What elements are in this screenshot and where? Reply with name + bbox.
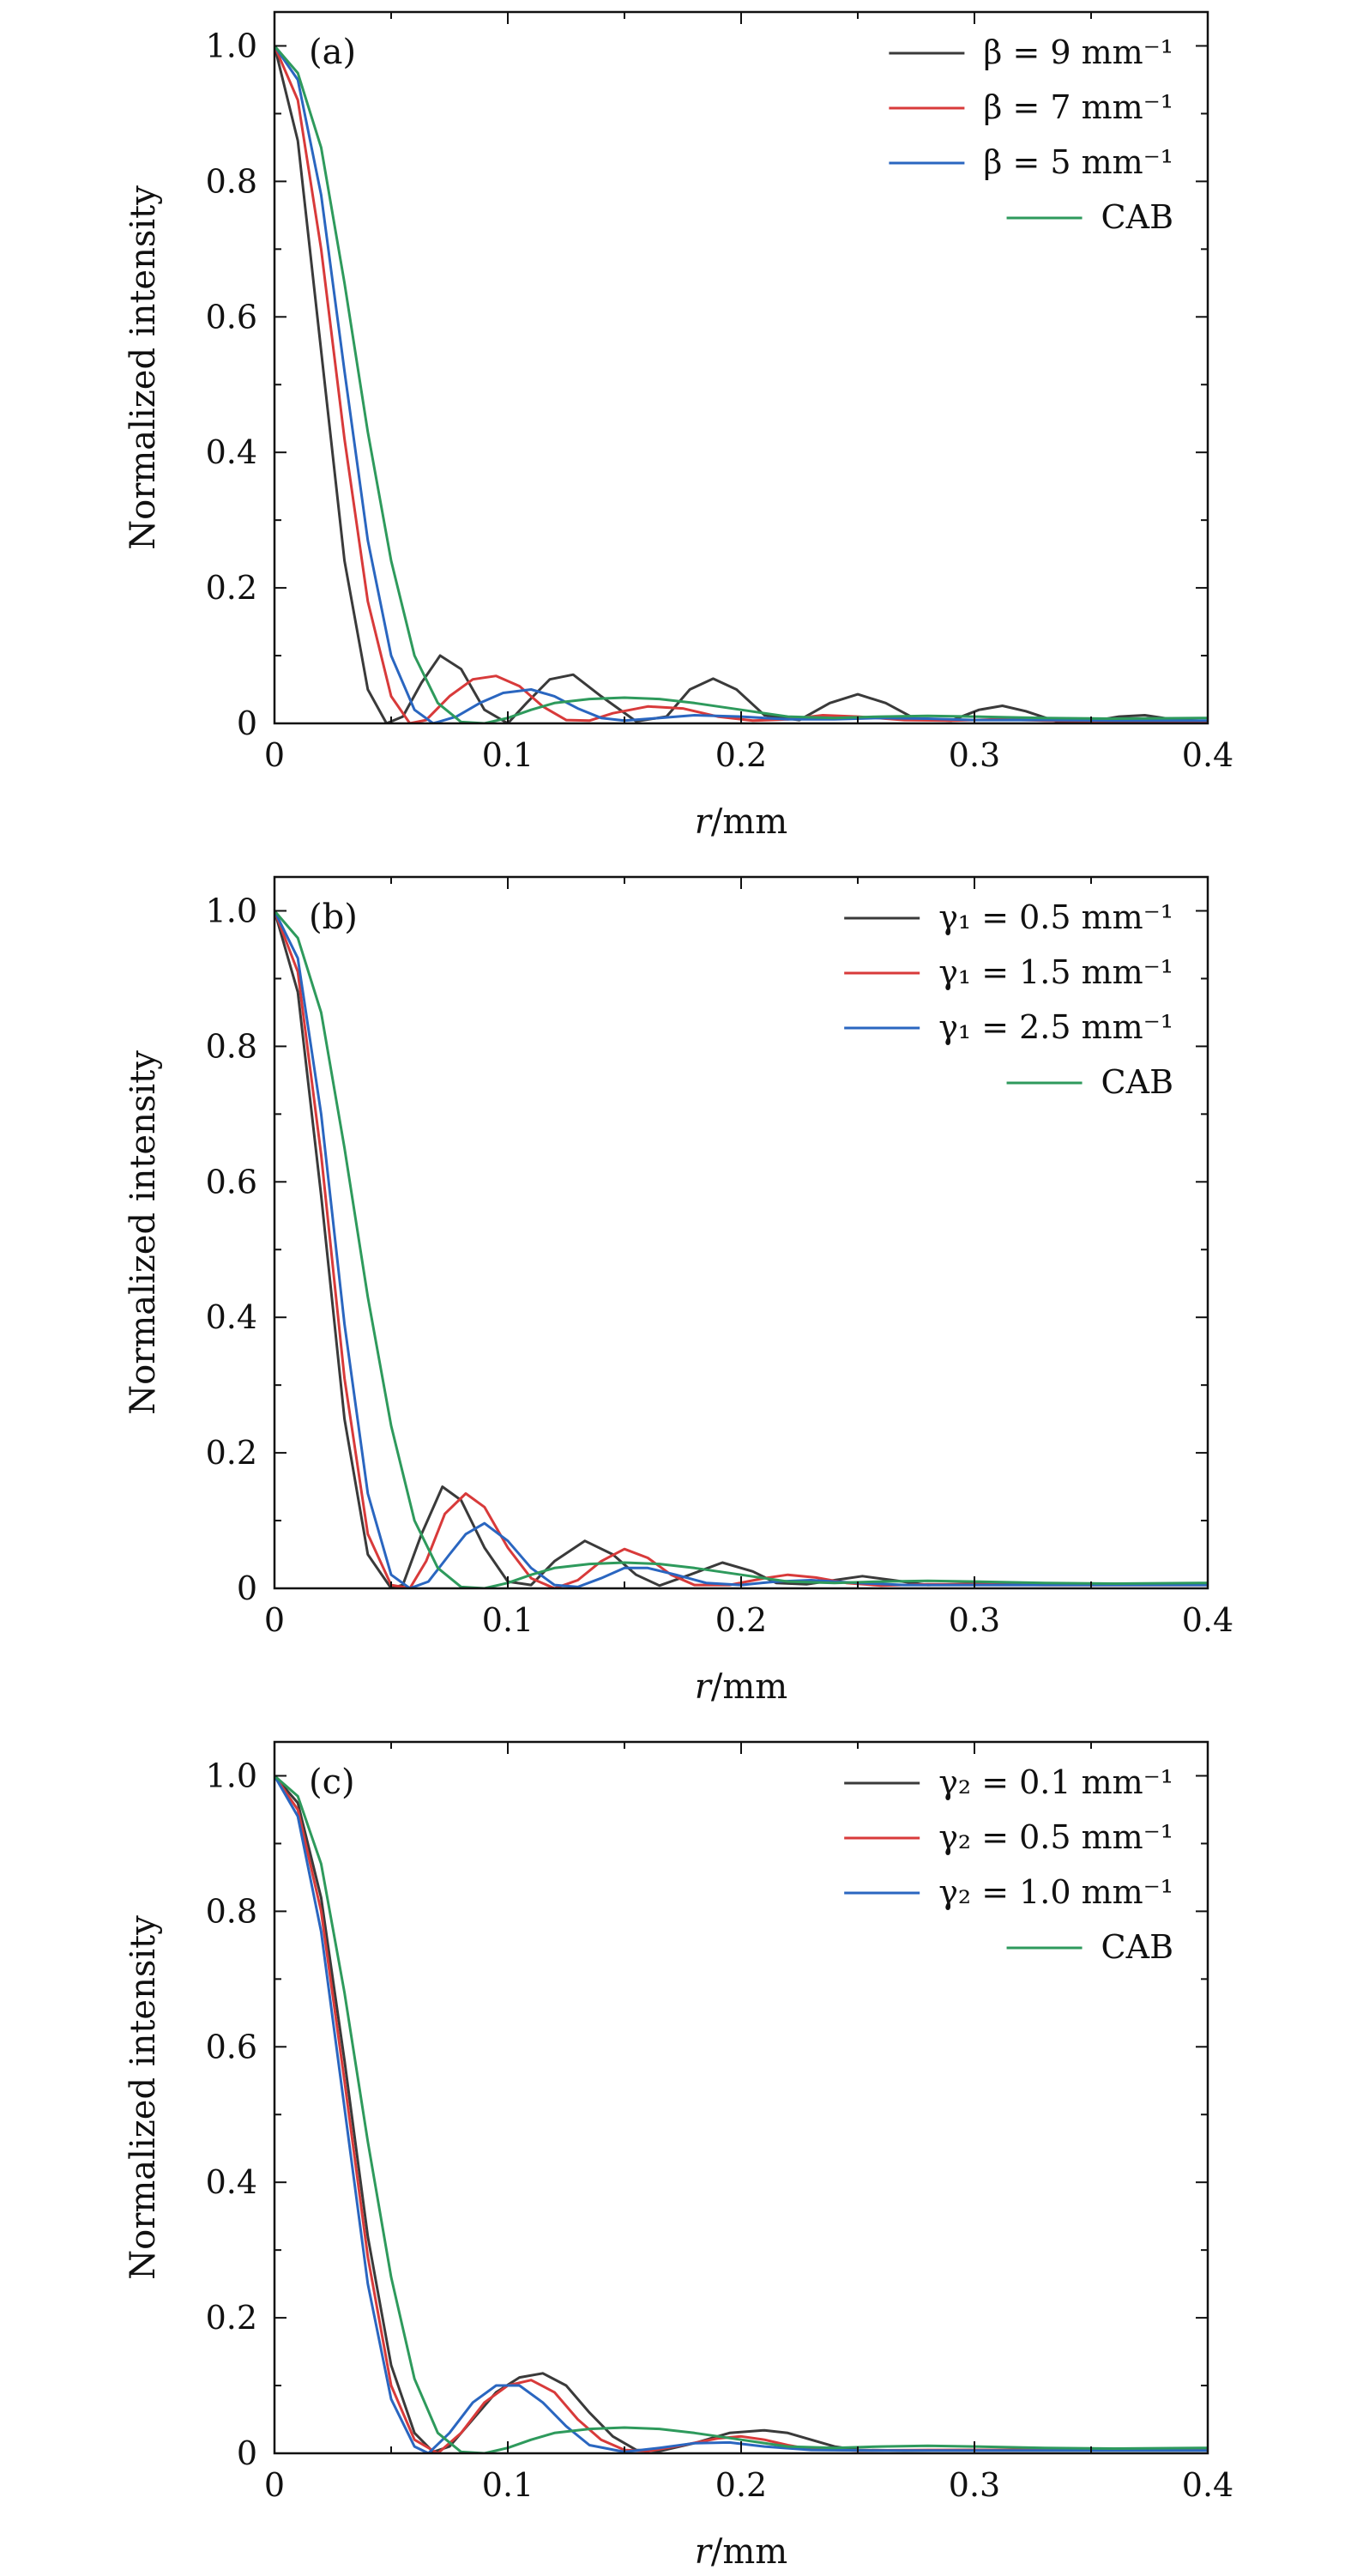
y-tick-label: 0.4 — [206, 433, 257, 471]
x-axis-title-unit: /mm — [711, 2532, 787, 2572]
x-tick-label: 0.1 — [482, 1601, 534, 1639]
legend-label-1: β = 7 mm⁻¹ — [983, 88, 1173, 126]
x-axis-title-var: r — [695, 2532, 714, 2572]
y-tick-label: 1.0 — [206, 892, 257, 929]
series-line-3 — [274, 910, 1208, 1588]
legend-label-2: β = 5 mm⁻¹ — [983, 143, 1173, 181]
y-tick-label: 0.6 — [206, 1163, 257, 1200]
legend-label-3: CAB — [1101, 1928, 1173, 1966]
chart-panel-1: 0 0.1 0.2 0.3 0.4 0 0.2 0.4 0.6 0.8 1.0 Normalized … — [124, 875, 1233, 1707]
series-group — [274, 1775, 1208, 2453]
x-axis-title: r/mm — [695, 2532, 787, 2572]
x-tick-label: 0.1 — [482, 736, 534, 774]
y-tick-label: 0.4 — [206, 1298, 257, 1336]
x-tick-label: 0 — [264, 1601, 285, 1639]
series-line-0 — [274, 45, 1208, 723]
y-tick-label: 0.8 — [206, 162, 257, 200]
x-axis-title: r/mm — [695, 802, 787, 842]
x-tick-label: 0.3 — [949, 736, 1000, 774]
chart-panel-0: 0 0.1 0.2 0.3 0.4 0 0.2 0.4 0.6 0.8 1.0 Normalized … — [124, 10, 1233, 842]
y-tick-label: 0.8 — [206, 1892, 257, 1930]
y-tick-label: 0.2 — [206, 1434, 257, 1472]
y-tick-label: 0.2 — [206, 569, 257, 607]
legend: γ₁ = 0.5 mm⁻¹ γ₁ = 1.5 mm⁻¹ γ₁ = 2.5 mm⁻¹ C… — [844, 898, 1173, 1101]
x-tick-label: 0.4 — [1182, 1601, 1233, 1639]
x-tick-label: 0.4 — [1182, 2466, 1233, 2504]
legend-label-3: CAB — [1101, 1063, 1173, 1101]
y-tick-label: 1.0 — [206, 1757, 257, 1794]
series-line-2 — [274, 1775, 1208, 2453]
series-line-3 — [274, 45, 1208, 723]
y-tick-label: 0.6 — [206, 2028, 257, 2065]
y-tick-label: 1.0 — [206, 27, 257, 64]
x-axis-title-unit: /mm — [711, 1667, 787, 1707]
x-tick-label: 0 — [264, 736, 285, 774]
legend-label-0: β = 9 mm⁻¹ — [983, 33, 1173, 71]
legend-label-0: γ₂ = 0.1 mm⁻¹ — [938, 1763, 1173, 1801]
x-tick-label: 0.3 — [949, 1601, 1000, 1639]
x-axis-title-var: r — [695, 1667, 714, 1707]
series-line-3 — [274, 1775, 1208, 2453]
y-tick-label: 0 — [237, 2434, 257, 2472]
y-axis-title: Normalized intensity — [124, 1915, 163, 2280]
x-tick-label: 0.1 — [482, 2466, 534, 2504]
legend-label-2: γ₂ = 1.0 mm⁻¹ — [938, 1873, 1173, 1911]
legend-label-3: CAB — [1101, 198, 1173, 236]
legend-label-2: γ₁ = 2.5 mm⁻¹ — [938, 1008, 1173, 1046]
legend: γ₂ = 0.1 mm⁻¹ γ₂ = 0.5 mm⁻¹ γ₂ = 1.0 mm⁻¹ C… — [844, 1763, 1173, 1966]
x-tick-label: 0.2 — [715, 2466, 767, 2504]
y-tick-label: 0.6 — [206, 298, 257, 336]
legend-label-1: γ₁ = 1.5 mm⁻¹ — [938, 953, 1173, 991]
legend: β = 9 mm⁻¹ β = 7 mm⁻¹ β = 5 mm⁻¹ CAB — [889, 33, 1173, 236]
x-tick-label: 0.2 — [715, 736, 767, 774]
x-tick-label: 0.2 — [715, 1601, 767, 1639]
series-group — [274, 45, 1208, 723]
x-tick-label: 0 — [264, 2466, 285, 2504]
y-tick-label: 0 — [237, 704, 257, 742]
x-axis-title: r/mm — [695, 1667, 787, 1707]
y-tick-label: 0.2 — [206, 2299, 257, 2337]
y-tick-label: 0 — [237, 1569, 257, 1607]
legend-label-1: γ₂ = 0.5 mm⁻¹ — [938, 1818, 1173, 1856]
panel-label: (b) — [309, 898, 358, 937]
x-tick-label: 0.3 — [949, 2466, 1000, 2504]
x-axis-title-unit: /mm — [711, 802, 787, 842]
y-axis-title: Normalized intensity — [124, 185, 163, 550]
y-tick-label: 0.4 — [206, 2163, 257, 2201]
x-axis-title-var: r — [695, 802, 714, 842]
series-line-1 — [274, 45, 1208, 723]
y-axis-title: Normalized intensity — [124, 1050, 163, 1415]
panel-label: (c) — [309, 1763, 355, 1802]
chart-panel-2: 0 0.1 0.2 0.3 0.4 0 0.2 0.4 0.6 0.8 1.0 Normalized … — [124, 1740, 1233, 2572]
series-line-2 — [274, 45, 1208, 723]
y-tick-label: 0.8 — [206, 1027, 257, 1065]
legend-label-0: γ₁ = 0.5 mm⁻¹ — [938, 898, 1173, 936]
x-tick-label: 0.4 — [1182, 736, 1233, 774]
series-line-2 — [274, 910, 1208, 1588]
panel-label: (a) — [309, 33, 356, 72]
